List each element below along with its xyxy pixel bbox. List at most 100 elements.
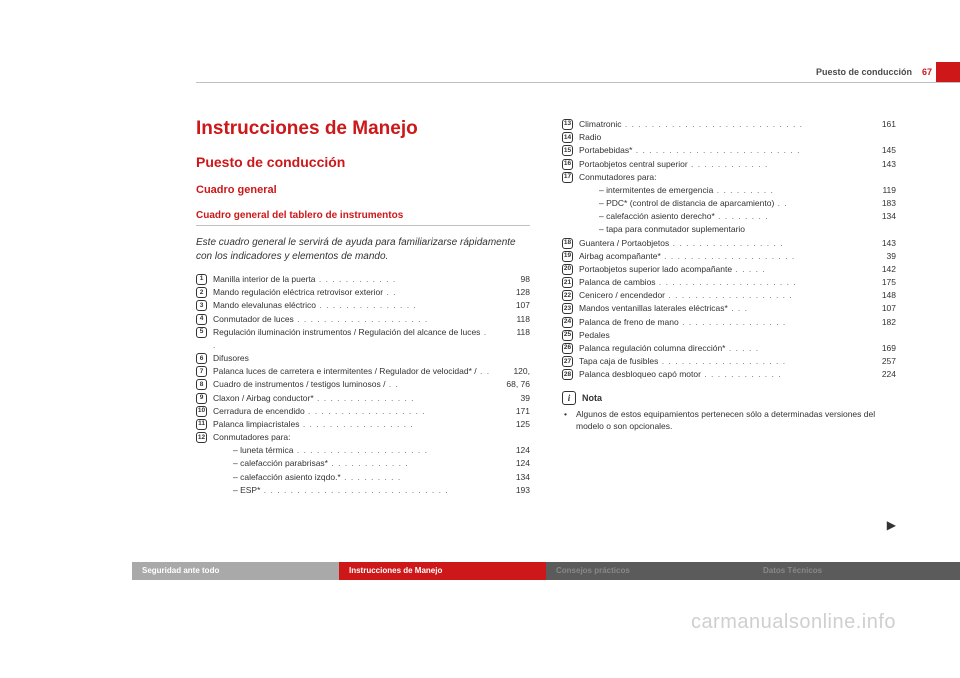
item-number-badge: 8 bbox=[196, 379, 207, 390]
item-number-badge: 26 bbox=[562, 343, 573, 354]
list-item: 25 Pedales bbox=[562, 329, 896, 342]
item-number-badge: 24 bbox=[562, 317, 573, 328]
content-area: Instrucciones de Manejo Puesto de conduc… bbox=[196, 118, 896, 538]
item-text: Cuadro de instrumentos / testigos lumino… bbox=[213, 378, 492, 391]
item-text: Claxon / Airbag conductor* . . . . . . .… bbox=[213, 392, 492, 405]
item-number-badge: 5 bbox=[196, 327, 207, 338]
item-text: Palanca regulación columna dirección* . … bbox=[579, 342, 858, 355]
list-item: 27Tapa caja de fusibles . . . . . . . . … bbox=[562, 355, 896, 368]
subitem-text: calefacción parabrisas* . . . . . . . . … bbox=[213, 457, 492, 470]
item-number-badge: 22 bbox=[562, 290, 573, 301]
footer-tab-instrucciones[interactable]: Instrucciones de Manejo bbox=[339, 562, 546, 580]
item-page: 39 bbox=[492, 392, 530, 405]
item-text: Manilla interior de la puerta . . . . . … bbox=[213, 273, 492, 286]
list-item: 12Conmutadores para: bbox=[196, 431, 530, 444]
item-text: Conmutadores para: bbox=[213, 431, 492, 444]
header-rule bbox=[196, 82, 960, 83]
item-text: Palanca luces de carretera e intermitent… bbox=[213, 365, 492, 378]
item-page: 145 bbox=[858, 144, 896, 157]
info-icon: i bbox=[562, 391, 576, 405]
list-item: 2Mando regulación eléctrica retrovisor e… bbox=[196, 286, 530, 299]
header-section-label: Puesto de conducción bbox=[816, 62, 912, 82]
page-number-tab bbox=[936, 62, 960, 82]
item-number-badge: 11 bbox=[196, 419, 207, 430]
list-item: 19Airbag acompañante* . . . . . . . . . … bbox=[562, 250, 896, 263]
watermark: carmanualsonline.info bbox=[691, 611, 896, 634]
list-item: 17Conmutadores para: bbox=[562, 171, 896, 184]
item-text: Mando regulación eléctrica retrovisor ex… bbox=[213, 286, 492, 299]
item-text: Tapa caja de fusibles . . . . . . . . . … bbox=[579, 355, 858, 368]
item-number-badge: 21 bbox=[562, 277, 573, 288]
subitem-page: 134 bbox=[858, 210, 896, 223]
item-text: Mandos ventanillas laterales eléctricas*… bbox=[579, 302, 858, 315]
heading-4-wrap: Cuadro general del tablero de instrument… bbox=[196, 210, 530, 226]
subitem-text: tapa para conmutador suplementario bbox=[579, 223, 858, 236]
item-text: Difusores bbox=[213, 352, 492, 365]
list-item: 10Cerradura de encendido . . . . . . . .… bbox=[196, 405, 530, 418]
item-page: 107 bbox=[492, 299, 530, 312]
item-page: 182 bbox=[858, 316, 896, 329]
list-item: 14 Radio bbox=[562, 131, 896, 144]
item-number-badge: 23 bbox=[562, 303, 573, 314]
item-text: Guantera / Portaobjetos . . . . . . . . … bbox=[579, 237, 858, 250]
subitem-page: 193 bbox=[492, 484, 530, 497]
item-page: 125 bbox=[492, 418, 530, 431]
note-heading: i Nota bbox=[562, 391, 896, 405]
item-page: 39 bbox=[858, 250, 896, 263]
subitem-text: calefacción asiento derecho* . . . . . .… bbox=[579, 210, 858, 223]
item-page: 224 bbox=[858, 368, 896, 381]
list-item: 16Portaobjetos central superior . . . . … bbox=[562, 158, 896, 171]
continue-arrow-icon: ▶ bbox=[887, 518, 896, 532]
item-number-badge: 14 bbox=[562, 132, 573, 143]
subitem-text: luneta térmica . . . . . . . . . . . . .… bbox=[213, 444, 492, 457]
item-number-badge: 1 bbox=[196, 274, 207, 285]
item-text: Conmutadores para: bbox=[579, 171, 858, 184]
list-item: 15 Portabebidas* . . . . . . . . . . . . … bbox=[562, 144, 896, 157]
page-number: 67 bbox=[922, 62, 932, 82]
subitem-page: 134 bbox=[492, 471, 530, 484]
item-text: Climatronic . . . . . . . . . . . . . . … bbox=[579, 118, 858, 131]
list-item: 7 Palanca luces de carretera e intermiten… bbox=[196, 365, 530, 378]
footer-tab-consejos[interactable]: Consejos prácticos bbox=[546, 562, 753, 580]
list-subitem: ESP* . . . . . . . . . . . . . . . . . .… bbox=[196, 484, 530, 497]
list-item: 9Claxon / Airbag conductor* . . . . . . … bbox=[196, 392, 530, 405]
item-text: Pedales bbox=[579, 329, 858, 342]
subitem-text: PDC* (control de distancia de aparcamien… bbox=[579, 197, 858, 210]
page: Puesto de conducción 67 Instrucciones de… bbox=[0, 0, 960, 678]
item-text: Mando elevalunas eléctrico . . . . . . .… bbox=[213, 299, 492, 312]
subitem-page: 119 bbox=[858, 184, 896, 197]
heading-2: Puesto de conducción bbox=[196, 154, 530, 170]
note-text: Algunos de estos equipamientos pertenece… bbox=[562, 409, 896, 433]
subitem-text: ESP* . . . . . . . . . . . . . . . . . .… bbox=[213, 484, 492, 497]
item-text: Portabebidas* . . . . . . . . . . . . . … bbox=[579, 144, 858, 157]
list-subitem: intermitentes de emergencia . . . . . . … bbox=[562, 184, 896, 197]
list-item: 20Portaobjetos superior lado acompañante… bbox=[562, 263, 896, 276]
item-page: 98 bbox=[492, 273, 530, 286]
item-number-badge: 7 bbox=[196, 366, 207, 377]
subitem-text: intermitentes de emergencia . . . . . . … bbox=[579, 184, 858, 197]
item-number-badge: 18 bbox=[562, 238, 573, 249]
item-page: 171 bbox=[492, 405, 530, 418]
item-text: Cenicero / encendedor . . . . . . . . . … bbox=[579, 289, 858, 302]
footer-tab-datos[interactable]: Datos Técnicos bbox=[753, 562, 960, 580]
list-item: 11Palanca limpiacristales . . . . . . . … bbox=[196, 418, 530, 431]
subitem-page: 183 bbox=[858, 197, 896, 210]
item-number-badge: 25 bbox=[562, 330, 573, 341]
list-subitem: calefacción asiento derecho* . . . . . .… bbox=[562, 210, 896, 223]
list-item: 28Palanca desbloqueo capó motor . . . . … bbox=[562, 368, 896, 381]
footer-tab-seguridad[interactable]: Seguridad ante todo bbox=[132, 562, 339, 580]
item-page: 175 bbox=[858, 276, 896, 289]
item-page: 148 bbox=[858, 289, 896, 302]
item-page: 161 bbox=[858, 118, 896, 131]
item-text: Portaobjetos superior lado acompañante .… bbox=[579, 263, 858, 276]
item-text: Radio bbox=[579, 131, 858, 144]
item-number-badge: 15 bbox=[562, 145, 573, 156]
list-subitem: tapa para conmutador suplementario bbox=[562, 223, 896, 236]
item-text: Cerradura de encendido . . . . . . . . .… bbox=[213, 405, 492, 418]
list-item: 3Mando elevalunas eléctrico . . . . . . … bbox=[196, 299, 530, 312]
heading-4: Cuadro general del tablero de instrument… bbox=[196, 210, 530, 221]
subitem-page: 124 bbox=[492, 457, 530, 470]
list-item: 13Climatronic . . . . . . . . . . . . . … bbox=[562, 118, 896, 131]
list-item: 18 Guantera / Portaobjetos . . . . . . . … bbox=[562, 237, 896, 250]
list-item: 6Difusores bbox=[196, 352, 530, 365]
